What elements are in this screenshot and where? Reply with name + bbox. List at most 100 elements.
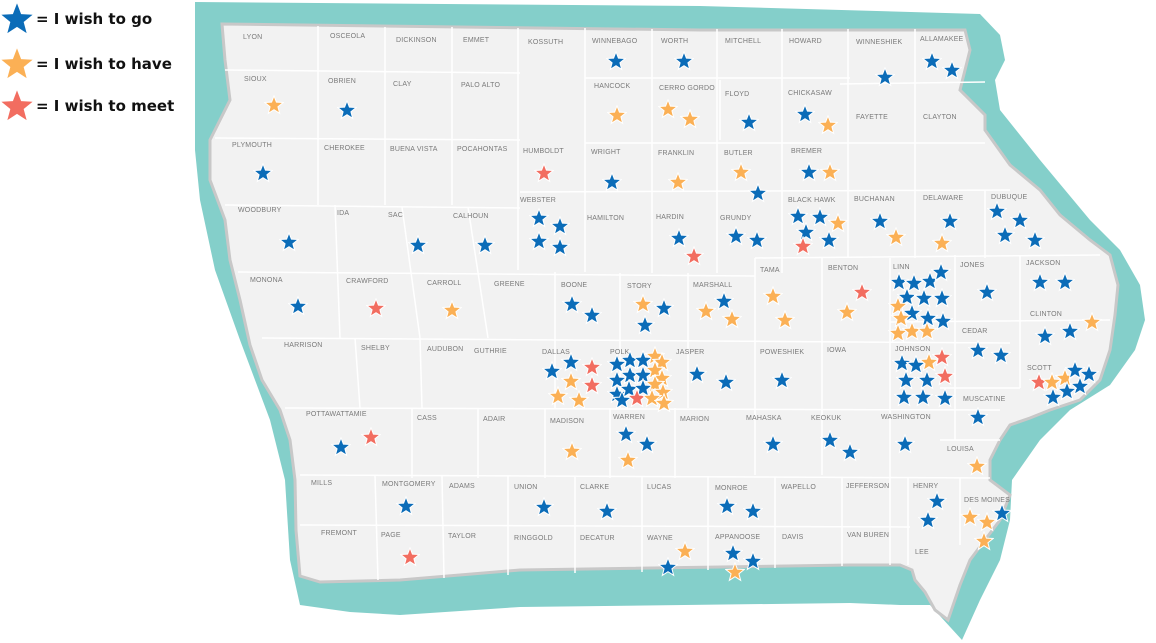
- star-go-icon: [796, 222, 816, 242]
- county-label-louisa: LOUISA: [947, 446, 974, 453]
- county-label-carroll: CARROLL: [427, 280, 462, 287]
- star-have-icon: [977, 512, 997, 532]
- star-go-icon: [606, 51, 626, 71]
- star-have-icon: [731, 162, 751, 182]
- star-go-icon: [799, 162, 819, 182]
- county-label-tama: TAMA: [760, 267, 780, 274]
- star-go-icon: [1035, 326, 1055, 346]
- county-label-lyon: LYON: [243, 34, 263, 41]
- county-label-montgomery: MONTGOMERY: [382, 481, 436, 488]
- star-go-icon: [612, 390, 632, 410]
- county-label-monona: MONONA: [250, 277, 283, 284]
- county-label-jackson: JACKSON: [1026, 260, 1061, 267]
- star-go-icon: [279, 232, 299, 252]
- star-go-icon: [743, 551, 763, 571]
- star-go-icon: [763, 434, 783, 454]
- county-label-shelby: SHELBY: [361, 345, 390, 352]
- star-go-icon: [529, 208, 549, 228]
- county-label-audubon: AUDUBON: [427, 346, 464, 353]
- county-label-clay: CLAY: [393, 81, 412, 88]
- star-go-icon: [932, 288, 952, 308]
- county-label-warren: WARREN: [613, 414, 646, 421]
- star-go-icon: [788, 206, 808, 226]
- star-go-icon: [597, 501, 617, 521]
- county-label-winneshiek: WINNESHIEK: [856, 39, 903, 46]
- star-go-icon: [902, 303, 922, 323]
- star-go-icon: [897, 287, 917, 307]
- star-go-icon: [747, 230, 767, 250]
- star-go-icon: [933, 311, 953, 331]
- county-label-poweshiek: POWESHIEK: [760, 349, 805, 356]
- county-borders: [214, 26, 1111, 581]
- star-have-icon: [818, 115, 838, 135]
- county-label-worth: WORTH: [661, 38, 689, 45]
- county-label-clayton: CLAYTON: [923, 114, 957, 121]
- county-label-fremont: FREMONT: [321, 530, 358, 537]
- star-have-icon: [932, 233, 952, 253]
- star-go-icon: [1065, 360, 1085, 380]
- star-have-icon: [828, 213, 848, 233]
- county-label-wapello: WAPELLO: [781, 484, 816, 491]
- star-go-icon: [743, 501, 763, 521]
- star-go-icon: [739, 112, 759, 132]
- county-label-palo-alto: PALO ALTO: [461, 82, 501, 89]
- star-go-icon: [991, 345, 1011, 365]
- county-label-hamilton: HAMILTON: [587, 215, 625, 222]
- orange-star-icon: [1, 48, 33, 79]
- star-have-icon: [820, 162, 840, 182]
- county-label-buena-vista: BUENA VISTA: [390, 146, 438, 153]
- county-label-fayette: FAYETTE: [856, 114, 888, 121]
- county-label-davis: DAVIS: [782, 534, 804, 541]
- star-go-icon: [875, 67, 895, 87]
- county-label-dubuque: DUBUQUE: [991, 194, 1028, 201]
- star-meet-icon: [534, 163, 554, 183]
- county-label-woodbury: WOODBURY: [238, 207, 282, 214]
- star-have-icon: [888, 296, 908, 316]
- star-go-icon: [904, 273, 924, 293]
- star-go-icon: [582, 305, 602, 325]
- county-label-marshall: MARSHALL: [693, 282, 733, 289]
- county-label-cass: CASS: [417, 415, 437, 422]
- star-go-icon: [607, 354, 627, 374]
- star-have-icon: [645, 374, 665, 394]
- star-go-icon: [968, 340, 988, 360]
- star-meet-icon: [684, 246, 704, 266]
- county-label-jefferson: JEFFERSON: [846, 483, 890, 490]
- county-label-muscatine: MUSCATINE: [963, 396, 1006, 403]
- star-go-icon: [1079, 364, 1099, 384]
- star-go-icon: [892, 353, 912, 373]
- star-go-icon: [840, 442, 860, 462]
- county-label-plymouth: PLYMOUTH: [232, 142, 272, 149]
- county-label-ida: IDA: [337, 210, 350, 217]
- county-label-buchanan: BUCHANAN: [854, 196, 895, 203]
- county-label-hardin: HARDIN: [656, 214, 685, 221]
- legend-label-meet: = I wish to meet: [36, 97, 175, 115]
- star-go-icon: [408, 235, 428, 255]
- star-have-icon: [264, 95, 284, 115]
- star-go-icon: [1043, 387, 1063, 407]
- county-label-benton: BENTON: [828, 265, 859, 272]
- star-have-icon: [658, 99, 678, 119]
- star-go-icon: [654, 298, 674, 318]
- star-have-icon: [967, 456, 987, 476]
- star-go-icon: [1030, 272, 1050, 292]
- star-go-icon: [894, 387, 914, 407]
- star-go-icon: [895, 434, 915, 454]
- star-have-icon: [668, 172, 688, 192]
- star-have-icon: [569, 390, 589, 410]
- star-go-icon: [1025, 230, 1045, 250]
- star-have-icon: [696, 301, 716, 321]
- star-have-icon: [775, 310, 795, 330]
- legend-item-go: = I wish to go: [0, 2, 152, 36]
- star-go-icon: [1057, 381, 1077, 401]
- star-go-icon: [542, 361, 562, 381]
- county-label-lucas: LUCAS: [647, 484, 672, 491]
- star-go-icon: [561, 352, 581, 372]
- star-go-icon: [977, 282, 997, 302]
- county-label-clarke: CLARKE: [580, 484, 610, 491]
- star-go-icon: [337, 100, 357, 120]
- star-go-icon: [716, 372, 736, 392]
- county-label-calhoun: CALHOUN: [453, 213, 489, 220]
- star-have-icon: [618, 450, 638, 470]
- county-label-humboldt: HUMBOLDT: [523, 148, 564, 155]
